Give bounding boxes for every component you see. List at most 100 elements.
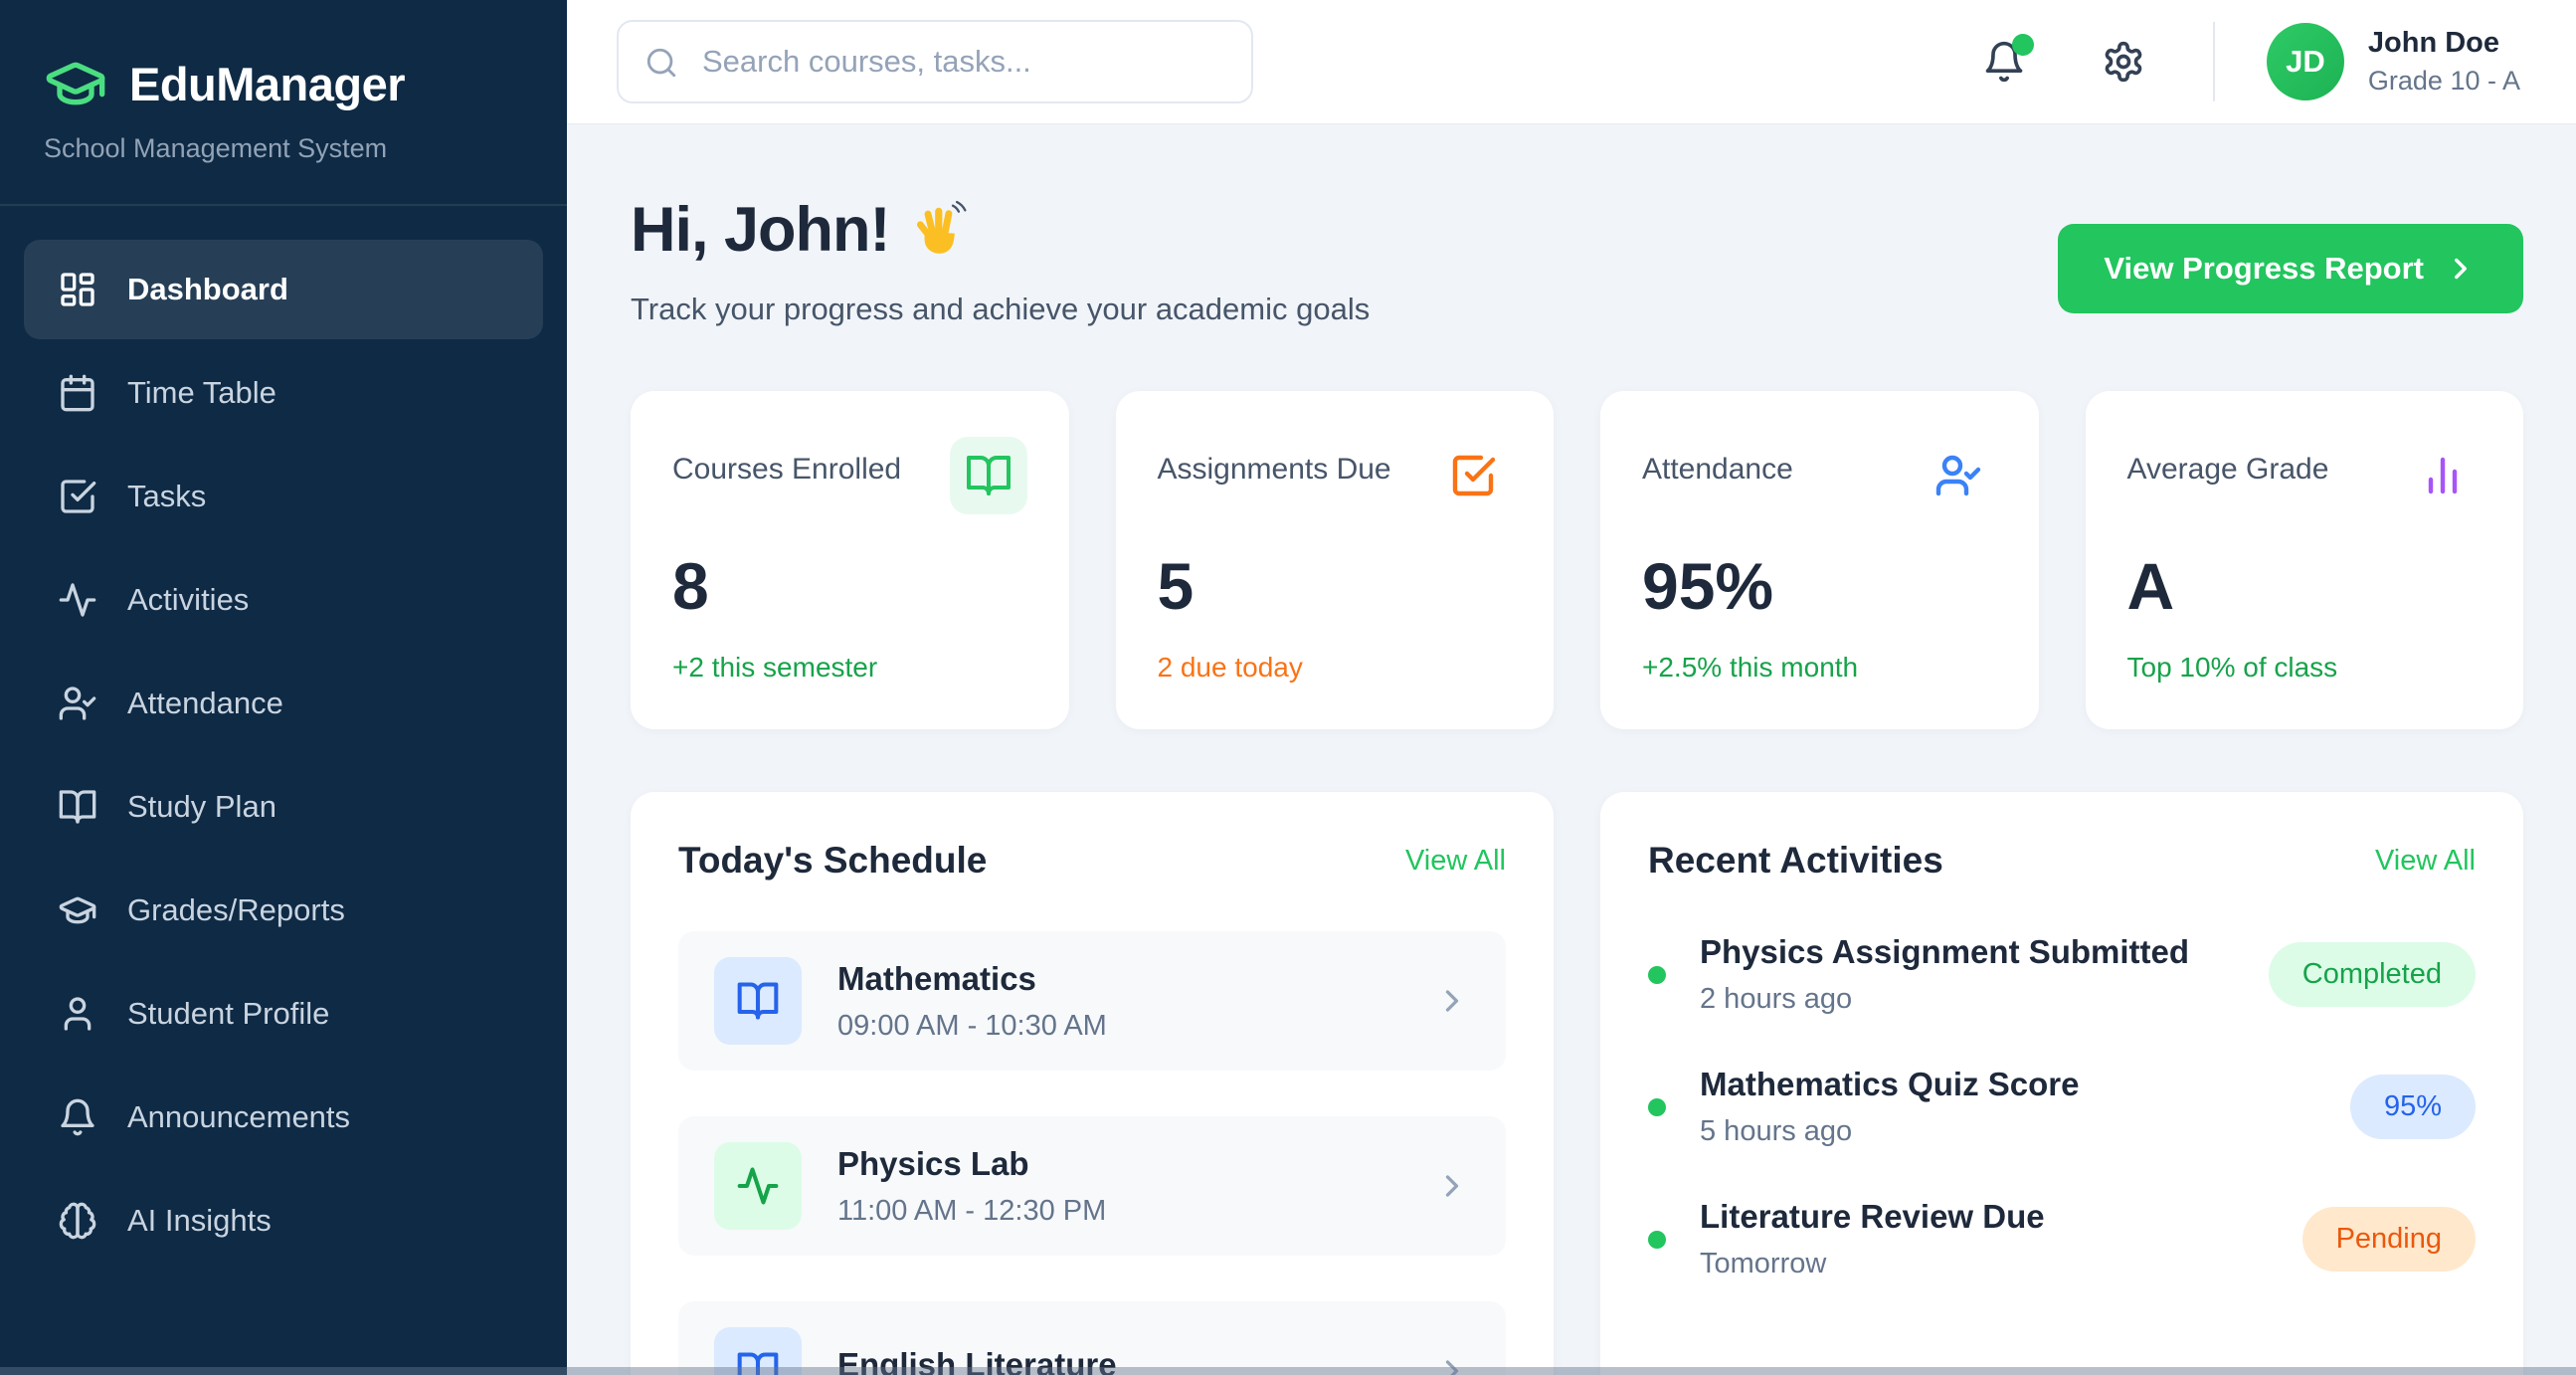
activities-view-all-link[interactable]: View All — [2374, 844, 2476, 877]
chevron-right-icon — [1434, 1353, 1470, 1375]
status-dot — [1648, 1230, 1666, 1249]
avatar[interactable]: JD — [2266, 23, 2344, 100]
notifications-button[interactable] — [1974, 32, 2034, 92]
greeting-title: Hi, John! — [631, 194, 1370, 266]
status-badge: Pending — [2301, 1207, 2476, 1272]
schedule-item-time: 09:00 AM - 10:30 AM — [837, 1009, 1107, 1042]
sidebar-item-label: Announcements — [127, 1099, 351, 1134]
sidebar-divider — [0, 204, 567, 206]
app-title: EduManager — [129, 57, 406, 110]
chevron-right-icon — [2455, 258, 2467, 280]
sidebar-item-time-table[interactable]: Time Table — [24, 343, 543, 443]
schedule-list: Mathematics 09:00 AM - 10:30 AM Physics … — [678, 931, 1506, 1375]
stat-value: 8 — [672, 549, 709, 623]
schedule-item-name: Physics Lab — [837, 1144, 1029, 1182]
cta-label: View Progress Report — [2104, 251, 2424, 286]
topbar-divider — [2212, 22, 2215, 101]
app-tagline: School Management System — [44, 133, 388, 163]
todays-schedule-panel: Today's Schedule View All Mathematics 09… — [631, 792, 1554, 1375]
greeting-subtitle: Track your progress and achieve your aca… — [631, 292, 1371, 326]
stat-card-courses-enrolled: Courses Enrolled 8 +2 this semester — [631, 391, 1069, 729]
chevron-right-icon — [1434, 1168, 1470, 1204]
status-dot — [1648, 965, 1666, 984]
stat-value: 95% — [1642, 549, 1774, 623]
schedule-item-mathematics[interactable]: Mathematics 09:00 AM - 10:30 AM — [678, 931, 1506, 1071]
topbar: JD John Doe Grade 10 - A — [567, 0, 2576, 124]
activity-item[interactable]: Mathematics Quiz Score 5 hours ago 95% — [1648, 1066, 2476, 1148]
check-square-icon — [58, 477, 97, 516]
check-square-icon — [1434, 437, 1512, 514]
sidebar-item-announcements[interactable]: Announcements — [24, 1068, 543, 1167]
status-badge: 95% — [2349, 1075, 2476, 1139]
stat-note: +2 this semester — [672, 652, 878, 683]
sidebar-item-ai-insights[interactable]: AI Insights — [24, 1171, 543, 1271]
user-meta: John Doe Grade 10 - A — [2368, 27, 2520, 97]
stat-label: Attendance — [1642, 453, 1793, 486]
greeting-section: Hi, John! — [631, 194, 2523, 327]
bell-icon — [58, 1097, 97, 1137]
stats-row: Courses Enrolled 8 +2 this semester Assi… — [631, 391, 2523, 729]
sidebar-item-tasks[interactable]: Tasks — [24, 447, 543, 546]
sidebar-item-dashboard[interactable]: Dashboard — [24, 240, 543, 339]
dashboard-content: Hi, John! — [567, 124, 2576, 1375]
graduation-cap-logo-icon — [44, 52, 107, 115]
sidebar-item-label: AI Insights — [127, 1203, 272, 1238]
stat-card-attendance: Attendance 95% +2.5% this month — [1600, 391, 2039, 729]
search-box — [617, 20, 1253, 103]
user-name: John Doe — [2367, 27, 2500, 59]
brain-icon — [58, 1201, 97, 1241]
schedule-item-physics-lab[interactable]: Physics Lab 11:00 AM - 12:30 PM — [678, 1116, 1506, 1256]
sidebar-item-label: Study Plan — [127, 789, 276, 824]
activity-time: Tomorrow — [1700, 1248, 1827, 1279]
sidebar-item-attendance[interactable]: Attendance — [24, 654, 543, 753]
schedule-item-name: English Literature — [837, 1346, 1117, 1375]
settings-button[interactable] — [2094, 32, 2153, 92]
bar-chart-icon — [2404, 437, 2482, 514]
sidebar-item-label: Student Profile — [127, 996, 330, 1031]
activity-icon — [58, 580, 97, 620]
book-open-icon — [949, 437, 1027, 514]
sidebar-item-label: Attendance — [127, 686, 283, 720]
sidebar-item-label: Dashboard — [127, 272, 288, 306]
activity-name: Literature Review Due — [1700, 1198, 2045, 1235]
sidebar-item-student-profile[interactable]: Student Profile — [24, 964, 543, 1064]
view-progress-report-button[interactable]: View Progress Report — [2058, 224, 2523, 313]
sidebar-item-label: Grades/Reports — [127, 892, 345, 927]
sidebar-item-label: Tasks — [127, 479, 207, 513]
chevron-right-icon — [1434, 983, 1470, 1019]
user-check-icon — [58, 684, 97, 723]
schedule-view-all-link[interactable]: View All — [1404, 844, 1506, 877]
schedule-item-english-literature[interactable]: English Literature — [678, 1301, 1506, 1375]
main-area: JD John Doe Grade 10 - A Hi, John! — [567, 0, 2576, 1375]
status-dot — [1648, 1097, 1666, 1116]
activity-item[interactable]: Physics Assignment Submitted 2 hours ago… — [1648, 933, 2476, 1016]
activities-list: Physics Assignment Submitted 2 hours ago… — [1648, 933, 2476, 1280]
panel-title: Today's Schedule — [678, 840, 988, 881]
sidebar-item-grades-reports[interactable]: Grades/Reports — [24, 861, 543, 960]
stat-label: Assignments Due — [1157, 453, 1391, 486]
stat-value: A — [2126, 549, 2175, 623]
stat-note: Top 10% of class — [2126, 652, 2338, 683]
sidebar-item-activities[interactable]: Activities — [24, 550, 543, 650]
horizontal-scrollbar[interactable] — [0, 1367, 2576, 1375]
schedule-item-time: 11:00 AM - 12:30 PM — [837, 1194, 1107, 1227]
graduation-cap-icon — [58, 890, 97, 930]
stat-card-assignments-due: Assignments Due 5 2 due today — [1115, 391, 1554, 729]
sidebar-item-study-plan[interactable]: Study Plan — [24, 757, 543, 857]
activity-icon — [714, 1142, 802, 1230]
sidebar-item-label: Time Table — [127, 375, 276, 410]
stat-value: 5 — [1157, 549, 1195, 623]
search-icon — [646, 48, 676, 78]
greeting-text: Hi, John! — [631, 195, 890, 265]
activity-time: 5 hours ago — [1700, 1115, 1853, 1147]
user-check-icon — [1920, 437, 1997, 514]
search-input[interactable] — [617, 20, 1253, 103]
activity-item[interactable]: Literature Review Due Tomorrow Pending — [1648, 1198, 2476, 1280]
waving-hand-icon — [907, 199, 969, 261]
logo-block: EduManager School Management System — [0, 0, 567, 204]
stat-label: Average Grade — [2126, 453, 2329, 486]
layout-dashboard-icon — [58, 270, 97, 309]
bell-icon — [1985, 41, 2023, 83]
stat-note: +2.5% this month — [1642, 652, 1859, 683]
status-badge: Completed — [2268, 942, 2476, 1007]
